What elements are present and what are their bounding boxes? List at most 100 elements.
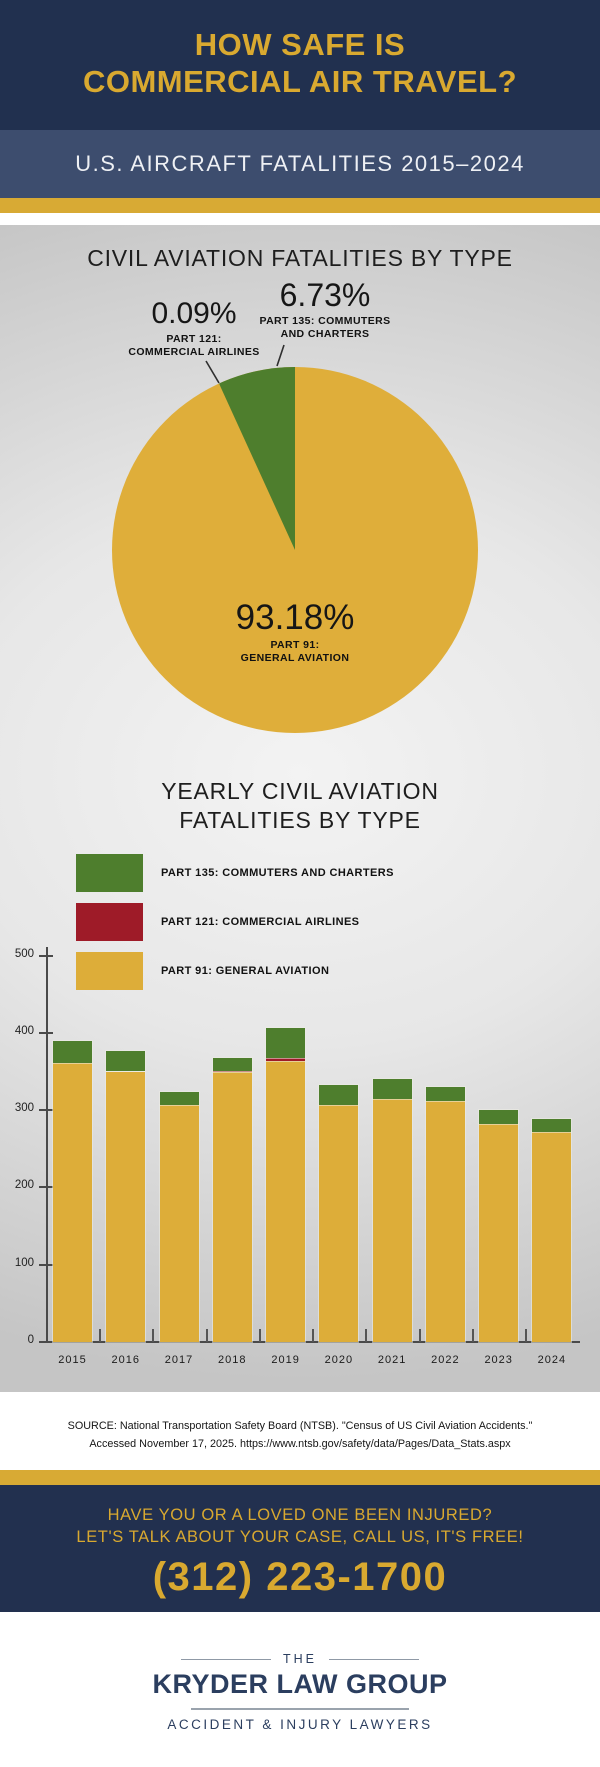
subtitle-text: U.S. AIRCRAFT FATALITIES 2015–2024: [75, 151, 525, 176]
page-title: HOW SAFE IS COMMERCIAL AIR TRAVEL?: [0, 0, 600, 100]
bar-segment-2016-part-91-general-aviation: [106, 1071, 146, 1343]
source-line1: SOURCE: National Transportation Safety B…: [67, 1420, 533, 1432]
x-axis-label-2016: 2016: [111, 1354, 141, 1366]
bar-segment-2020-part-91-general-aviation: [319, 1104, 359, 1342]
x-axis-label-2020: 2020: [324, 1354, 354, 1366]
y-axis-tick-200: [39, 1186, 53, 1189]
phone-number: (312) 223-1700: [152, 1555, 448, 1599]
y-axis-tick-0: [39, 1341, 53, 1343]
x-axis-tick-7: [471, 1329, 474, 1342]
y-axis-tick-label-0: 0: [27, 1334, 34, 1346]
legend-label-part-135-commuters-and-charters: PART 135: COMMUTERS AND CHARTERS: [161, 867, 394, 879]
y-axis-tick-300: [39, 1109, 53, 1112]
bar-segment-2021-part-91-general-aviation: [372, 1099, 412, 1342]
x-axis-tick-1: [152, 1329, 155, 1342]
bar-segment-2023-part-91-general-aviation: [479, 1124, 519, 1342]
logo-firm-name: KRYDER LAW GROUP: [152, 1669, 448, 1699]
page-title-line2: COMMERCIAL AIR TRAVEL?: [82, 64, 518, 99]
x-axis-label-2018: 2018: [218, 1354, 247, 1366]
cta-line2: LET'S TALK ABOUT YOUR CASE, CALL US, IT'…: [76, 1528, 524, 1546]
y-axis-tick-400: [39, 1031, 53, 1034]
bar-segment-2022-part-91-general-aviation: [425, 1100, 465, 1342]
y-axis-tick-label-100: 100: [14, 1256, 34, 1269]
cta-line1: HAVE YOU OR A LOVED ONE BEEN INJURED?: [107, 1506, 493, 1524]
x-axis-label-2022: 2022: [431, 1354, 460, 1366]
legend-swatch-part-121-commercial-airlines: [76, 903, 143, 941]
x-axis-label-2024: 2024: [537, 1354, 567, 1366]
bar-chart-title: YEARLY CIVIL AVIATION FATALITIES BY TYPE: [161, 778, 439, 833]
bar-segment-2016-part-135-commuters-and-charters: [106, 1050, 146, 1072]
logo-the: THE: [283, 1652, 317, 1666]
bar-segment-2019-part-121-commercial-airlines: [266, 1057, 306, 1061]
legend-label-part-121-commercial-airlines: PART 121: COMMERCIAL AIRLINES: [161, 916, 360, 928]
legend-swatch-part-91-general-aviation: [76, 952, 143, 990]
bar-segment-2024-part-91-general-aviation: [532, 1131, 572, 1342]
pie-sublabel-part-91: PART 91: GENERAL AVIATION: [240, 639, 350, 664]
x-axis-tick-3: [258, 1329, 261, 1342]
x-axis-label-2019: 2019: [271, 1354, 300, 1366]
x-axis-label-2015: 2015: [58, 1354, 87, 1366]
bar-segment-2018-part-121-commercial-airlines: [212, 1070, 252, 1073]
y-axis-tick-100: [39, 1263, 53, 1266]
header-banner: HOW SAFE IS COMMERCIAL AIR TRAVEL?: [0, 0, 600, 130]
pie-chart-svg: [112, 344, 478, 733]
bar-segment-2015-part-91-general-aviation: [53, 1062, 92, 1342]
legend-row-part-135-commuters-and-charters: PART 135: COMMUTERS AND CHARTERS: [76, 854, 394, 892]
bar-segment-2024-part-135-commuters-and-charters: [532, 1119, 572, 1132]
bar-chart-plot: 0 100 200 300 400 500 2015 2016 2017 2018 2019 2020…: [0, 225, 600, 1392]
source-note: SOURCE: National Transportation Safety B…: [0, 1392, 600, 1470]
cta-banner: HAVE YOU OR A LOVED ONE BEEN INJURED? LE…: [0, 1485, 600, 1612]
y-axis-tick-label-500: 500: [14, 947, 34, 960]
x-axis-label-2021: 2021: [377, 1354, 407, 1366]
bar-segment-2020-part-135-commuters-and-charters: [319, 1085, 359, 1105]
x-axis-tick-8: [525, 1329, 528, 1342]
logo-divider: [191, 1708, 409, 1710]
subtitle-band: U.S. AIRCRAFT FATALITIES 2015–2024: [0, 130, 600, 198]
x-axis-tick-4: [312, 1329, 315, 1342]
pie-value-part-91: 93.18%: [235, 598, 355, 637]
charts-panel: CIVIL AVIATION FATALITIES BY TYPE 0.09% …: [0, 225, 600, 1392]
legend-row-part-91-general-aviation: PART 91: GENERAL AVIATION: [76, 952, 394, 990]
bar-segment-2023-part-135-commuters-and-charters: [479, 1110, 519, 1124]
x-axis-label-2017: 2017: [164, 1354, 194, 1366]
x-axis-label-2023: 2023: [484, 1354, 513, 1366]
bar-segment-2021-part-135-commuters-and-charters: [372, 1079, 412, 1100]
bar-segment-2017-part-91-general-aviation: [159, 1104, 199, 1342]
pie-value-part-135: 6.73%: [279, 277, 371, 313]
gold-divider-top: [0, 198, 600, 213]
bar-chart-legend: PART 135: COMMUTERS AND CHARTERS PART 121…: [76, 854, 394, 1001]
leader-line-part-135: [276, 344, 285, 367]
legend-label-part-91-general-aviation: PART 91: GENERAL AVIATION: [161, 965, 330, 977]
source-line2: Accessed November 17, 2025. https://www.…: [89, 1438, 511, 1450]
x-axis-tick-2: [205, 1329, 208, 1342]
bar-segment-2017-part-135-commuters-and-charters: [159, 1091, 199, 1105]
pie-label-part-135: 6.73% PART 135: COMMUTERS AND CHARTERS: [225, 279, 425, 341]
x-axis-tick-0: [99, 1329, 101, 1342]
pie-label-part-121: 0.09% PART 121: COMMERCIAL AIRLINES: [94, 298, 294, 359]
bar-segment-2015-part-135-commuters-and-charters: [53, 1041, 92, 1063]
legend-row-part-121-commercial-airlines: PART 121: COMMERCIAL AIRLINES: [76, 903, 394, 941]
y-axis-tick-label-400: 400: [14, 1024, 34, 1037]
logo-rule-left: [181, 1658, 271, 1660]
bar-segment-2018-part-135-commuters-and-charters: [212, 1058, 252, 1071]
page-title-line1: HOW SAFE IS: [194, 27, 406, 62]
logo-tagline: ACCIDENT & INJURY LAWYERS: [167, 1717, 433, 1732]
y-axis-line: [46, 947, 48, 1343]
gold-divider-bottom: [0, 1470, 600, 1485]
bar-segment-2018-part-91-general-aviation: [212, 1072, 252, 1342]
pie-sublabel-part-121: PART 121: COMMERCIAL AIRLINES: [128, 333, 260, 358]
x-axis-line: [46, 1341, 580, 1343]
x-axis-tick-6: [418, 1329, 421, 1342]
y-axis-tick-label-300: 300: [14, 1102, 34, 1115]
footer: THE KRYDER LAW GROUP ACCIDENT & INJURY L…: [0, 1612, 600, 1767]
bar-segment-2022-part-135-commuters-and-charters: [425, 1086, 465, 1101]
logo-rule-right: [329, 1658, 419, 1660]
pie-chart-title: CIVIL AVIATION FATALITIES BY TYPE: [87, 245, 513, 271]
bar-segment-2019-part-135-commuters-and-charters: [266, 1028, 306, 1058]
y-axis-tick-500: [39, 954, 53, 957]
legend-swatch-part-135-commuters-and-charters: [76, 854, 143, 892]
pie-label-part-91: 93.18% PART 91: GENERAL AVIATION: [145, 600, 445, 665]
leader-line-part-121: [205, 360, 220, 384]
pie-value-part-121: 0.09%: [151, 297, 237, 330]
